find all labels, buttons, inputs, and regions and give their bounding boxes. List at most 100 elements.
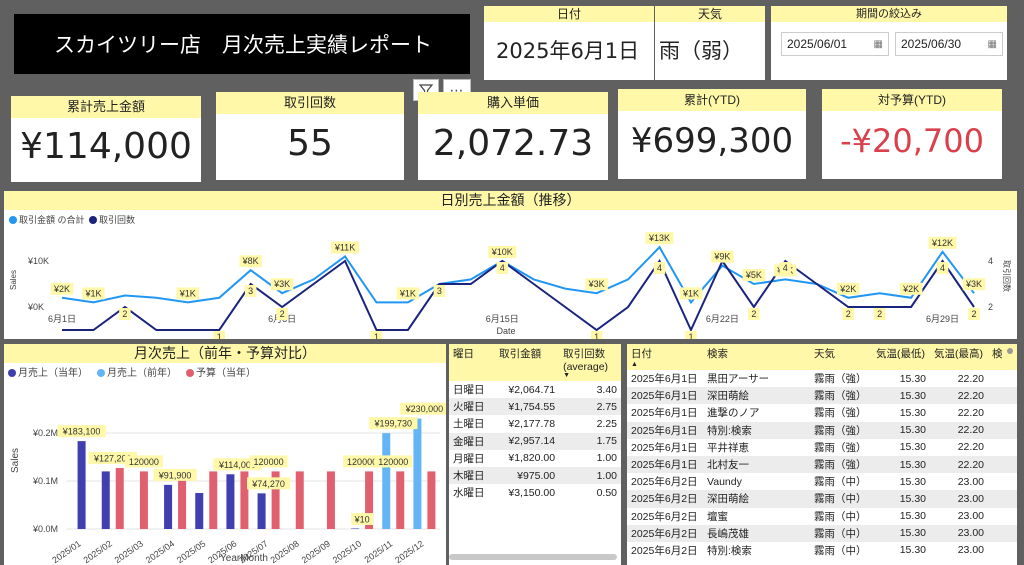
count-data-label: 1 — [688, 332, 693, 339]
table-row[interactable]: 2025年6月1日 平井祥恵 霧雨（強） 15.30 22.20 — [627, 439, 1017, 456]
current-bar — [226, 474, 235, 529]
column-header-temp-min[interactable]: 気温(最低) — [872, 344, 930, 370]
sales-data-label: ¥3K — [273, 279, 290, 289]
table-cell: 霧雨（中） — [814, 510, 867, 523]
y-tick-label: ¥0K — [27, 302, 44, 312]
table-row[interactable]: 月曜日 ¥1,820.00 1.00 — [449, 450, 621, 467]
data-label-bg — [590, 331, 603, 339]
column-header-amount[interactable]: 取引金額 — [495, 344, 560, 381]
x-tick-label: 6月29日 — [926, 314, 959, 324]
count-line — [62, 258, 975, 333]
sort-desc-icon[interactable]: ▼ — [563, 372, 571, 379]
table-cell: 北村友一 — [703, 455, 810, 474]
table-cell: 15.30 — [899, 406, 926, 419]
column-header-weather[interactable]: 天気 — [810, 344, 872, 370]
period-to-input[interactable]: 2025/06/30 ▦ — [895, 32, 1003, 56]
sort-asc-icon[interactable]: ▲ — [631, 361, 638, 368]
table-row[interactable]: 木曜日 ¥975.00 1.00 — [449, 466, 621, 485]
column-header-count-average[interactable]: 取引回数 (average) ▼ — [559, 344, 621, 381]
table-row[interactable]: 2025年6月2日 深田萌絵 霧雨（中） 15.30 23.00 — [627, 490, 1017, 508]
table-cell — [988, 508, 1017, 525]
table-row[interactable]: 金曜日 ¥2,957.14 1.75 — [449, 432, 621, 450]
table-cell: 2.25 — [596, 417, 617, 430]
y2-tick-label: 2 — [988, 302, 993, 312]
table-row[interactable]: 火曜日 ¥1,754.55 2.75 — [449, 398, 621, 416]
table-cell: 長嶋茂雄 — [703, 524, 810, 542]
sales-data-label: ¥11K — [334, 242, 355, 252]
table-cell — [988, 490, 1017, 508]
count-data-label: 4 — [940, 263, 945, 273]
data-label-bg — [276, 308, 288, 320]
y-tick-label: ¥10K — [27, 256, 49, 266]
data-label-bg — [842, 308, 854, 320]
sales-data-label: ¥1K — [399, 288, 416, 298]
column-header-search-2[interactable]: 検 — [988, 344, 1017, 370]
table-row[interactable]: 2025年6月1日 深田萌絵 霧雨（強） 15.30 22.20 — [627, 387, 1017, 405]
table-cell: ¥2,064.71 — [508, 383, 556, 396]
table-row[interactable]: 日曜日 ¥2,064.71 3.40 — [449, 381, 621, 398]
bar-data-label: 120000 — [378, 457, 408, 467]
bar-data-label: 120000 — [254, 457, 284, 467]
x-tick-label: 2025/11 — [363, 538, 395, 564]
table-row[interactable]: 2025年6月2日 長嶋茂雄 霧雨（中） 15.30 23.00 — [627, 524, 1017, 542]
table-cell: 15.30 — [872, 455, 930, 474]
sales-line — [61, 245, 975, 305]
column-header-date-label: 日付 — [631, 348, 652, 360]
table-row[interactable]: 土曜日 ¥2,177.78 2.25 — [449, 415, 621, 432]
table-cell: 15.30 — [872, 421, 930, 439]
calendar-icon[interactable]: ▦ — [987, 38, 997, 50]
sales-data-label: ¥13K — [648, 233, 670, 243]
column-header-temp-max[interactable]: 気温(最高) — [930, 344, 988, 370]
calendar-icon[interactable]: ▦ — [873, 38, 883, 50]
legend-current-swatch — [8, 369, 16, 377]
x-tick-label: 6月15日 — [486, 314, 519, 324]
data-label-bg — [239, 255, 262, 268]
table-row[interactable]: 2025年6月1日 北村友一 霧雨（強） 15.30 22.20 — [627, 455, 1017, 474]
budget-bar — [427, 471, 436, 529]
vertical-scrollbar[interactable] — [1007, 348, 1013, 354]
table-row[interactable]: 水曜日 ¥3,150.00 0.50 — [449, 484, 621, 501]
y-tick-label: ¥0.2M — [32, 428, 58, 438]
table-cell — [988, 524, 1017, 542]
budget-bar — [139, 471, 148, 529]
table-cell: 2025年6月2日 — [627, 524, 703, 542]
table-cell: 土曜日 — [453, 418, 485, 431]
column-header-weekday[interactable]: 曜日 — [449, 344, 496, 381]
period-from-input[interactable]: 2025/06/01 ▦ — [781, 32, 889, 56]
count-data-label: 4 — [783, 263, 788, 273]
period-to-value: 2025/06/30 — [901, 37, 962, 51]
x-tick-label: 2025/05 — [175, 538, 207, 565]
chart-title: 日別売上金額（推移） — [4, 191, 1017, 210]
table-cell — [988, 455, 1017, 474]
table-row[interactable]: 2025年6月2日 Vaundy 霧雨（中） 15.30 23.00 — [627, 473, 1017, 490]
table-cell: 霧雨（中） — [810, 490, 872, 508]
table-cell: 特別:検索 — [707, 544, 752, 557]
table-cell: 22.20 — [930, 421, 988, 439]
data-label-bg — [679, 287, 703, 300]
count-data-label: 2 — [971, 309, 976, 319]
horizontal-scrollbar[interactable] — [449, 554, 617, 560]
legend-sales-label: 取引金額 の合計 — [19, 214, 85, 225]
table-cell: 22.20 — [930, 387, 988, 405]
table-cell: 15.30 — [899, 475, 926, 488]
bar-data-label: ¥74,270 — [251, 479, 285, 489]
y-tick-label: ¥0.0M — [32, 524, 58, 534]
period-from-value: 2025/06/01 — [787, 37, 848, 51]
kpi-value: 2,072.73 — [432, 123, 594, 164]
table-row[interactable]: 2025年6月1日 進撃のノア 霧雨（強） 15.30 22.20 — [627, 404, 1017, 421]
table-row[interactable]: 2025年6月1日 特別:検索 霧雨（強） 15.30 22.20 — [627, 421, 1017, 439]
budget-bar — [240, 471, 249, 529]
table-row[interactable]: 2025年6月2日 特別:検索 霧雨（中） 15.30 23.00 — [627, 542, 1017, 559]
current-bar — [351, 528, 360, 529]
table-row[interactable]: 2025年6月2日 壇蜜 霧雨（中） 15.30 23.00 — [627, 508, 1017, 525]
table-cell: 2025年6月1日 — [627, 387, 703, 405]
column-header-search[interactable]: 検索 — [703, 344, 810, 370]
daily-sales-chart: 日別売上金額（推移） 取引金額 の合計 取引回数 Sales 取引回数 ¥10K… — [4, 191, 1017, 339]
data-label-bg — [57, 425, 106, 438]
count-data-label: 4 — [500, 263, 505, 273]
chart-title: 月次売上（前年・予算対比） — [4, 344, 446, 363]
table-cell: ¥975.00 — [495, 466, 560, 485]
kpi-label: 累計売上金額 — [11, 96, 201, 118]
table-row[interactable]: 2025年6月1日 黒田アーサー 霧雨（強） 15.30 22.20 — [627, 370, 1017, 387]
column-header-date[interactable]: 日付 ▲ — [627, 344, 703, 370]
